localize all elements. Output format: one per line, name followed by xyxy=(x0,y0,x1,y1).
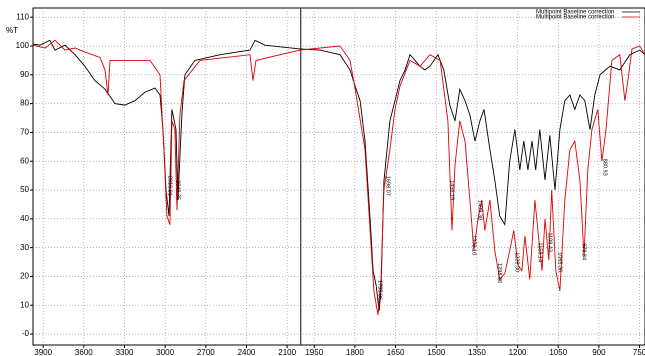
y-tick-label: 100 xyxy=(16,41,30,50)
y-tick-label: 110 xyxy=(16,12,29,21)
peak-label: 1298.86 xyxy=(496,263,502,283)
x-tick-label: 1500 xyxy=(427,348,445,356)
peak-label: 2916.91 xyxy=(166,176,172,196)
y-tick-label: 10 xyxy=(20,300,29,309)
x-tick-label: 900 xyxy=(592,348,606,356)
x-tick-label: 1200 xyxy=(509,348,527,356)
peak-label: 1228.30 xyxy=(513,252,519,272)
x-tick-label: 3600 xyxy=(75,348,93,356)
peak-label: 1065.36 xyxy=(556,252,562,272)
peak-label: 2848.35 xyxy=(174,180,180,200)
x-tick-label: 1950 xyxy=(305,348,323,356)
peak-label: 880.93 xyxy=(601,159,607,176)
y-axis-label: %T xyxy=(6,26,18,35)
legend-label: Multipoint Baseline correction xyxy=(536,15,614,21)
x-tick-label: 2700 xyxy=(197,348,215,356)
peak-label: 979.84 xyxy=(581,243,587,260)
y-tick-label: 30 xyxy=(20,243,29,252)
peak-label: 1735.06 xyxy=(376,280,382,300)
x-tick-label: 1050 xyxy=(549,348,567,356)
peak-label: 1698.07 xyxy=(385,176,391,196)
peak-label: 1409.30 xyxy=(476,200,482,220)
y-tick-label: 20 xyxy=(20,272,29,281)
x-tick-label: 1800 xyxy=(346,348,364,356)
x-tick-label: 2400 xyxy=(238,348,256,356)
plot-frame xyxy=(32,7,645,346)
peak-label: 1370.10 xyxy=(470,235,476,255)
y-tick-label: 60 xyxy=(20,156,29,165)
peak-label: 1158.14 xyxy=(536,243,542,262)
x-tick-label: 2100 xyxy=(278,348,296,356)
y-tick-label: 90 xyxy=(20,70,29,79)
y-tick-label: 50 xyxy=(20,185,29,194)
peak-label: 1109.43 xyxy=(546,232,552,251)
spectrum-line xyxy=(32,39,645,316)
y-tick-label: 40 xyxy=(20,214,29,223)
y-tick-label: 80 xyxy=(20,99,29,108)
legend-label: Multipoint Baseline correction xyxy=(536,10,614,16)
y-tick-label: -0 xyxy=(22,329,30,338)
y-tick-label: 70 xyxy=(20,128,29,137)
x-tick-label: 3900 xyxy=(34,348,52,356)
x-tick-label: 3000 xyxy=(156,348,174,356)
peak-label: 1456.19 xyxy=(449,180,455,200)
x-tick-label: 3300 xyxy=(116,348,134,356)
x-tick-label: 750 xyxy=(633,348,645,356)
spectrum-line xyxy=(32,39,645,312)
x-tick-label: 1350 xyxy=(468,348,486,356)
x-tick-label: 1650 xyxy=(387,348,405,356)
